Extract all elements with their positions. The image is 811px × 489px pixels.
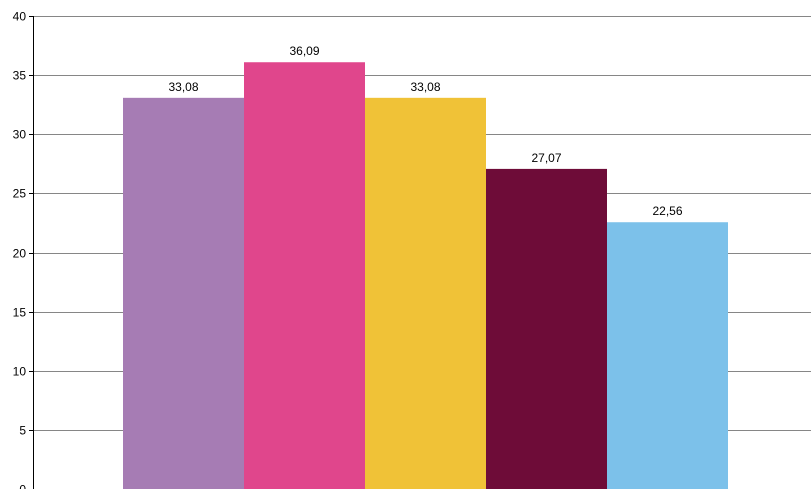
bar-4 [486, 168, 607, 489]
y-tick-label: 10 [13, 365, 27, 379]
y-tick-label: 0 [19, 483, 26, 489]
bars [123, 62, 728, 489]
y-tick-label: 20 [13, 247, 27, 261]
y-tick-label: 40 [13, 10, 27, 24]
labels: 0 5 10 15 20 25 30 35 40 33,08 36,09 33,08 27,07 22,5… [13, 10, 683, 489]
axes [29, 16, 34, 489]
y-tick-label: 30 [13, 128, 27, 142]
data-label-2: 36,09 [289, 44, 319, 58]
bar-5 [607, 222, 728, 489]
data-label-4: 27,07 [531, 151, 561, 165]
data-label-3: 33,08 [410, 80, 440, 94]
y-tick-label: 15 [13, 306, 27, 320]
data-label-1: 33,08 [168, 80, 198, 94]
y-tick-label: 5 [19, 424, 26, 438]
data-label-5: 22,56 [652, 204, 682, 218]
y-tick-label: 35 [13, 69, 27, 83]
bar-3 [365, 97, 486, 489]
y-tick-label: 25 [13, 187, 27, 201]
bar-1 [123, 97, 244, 489]
bar-2 [244, 62, 365, 489]
